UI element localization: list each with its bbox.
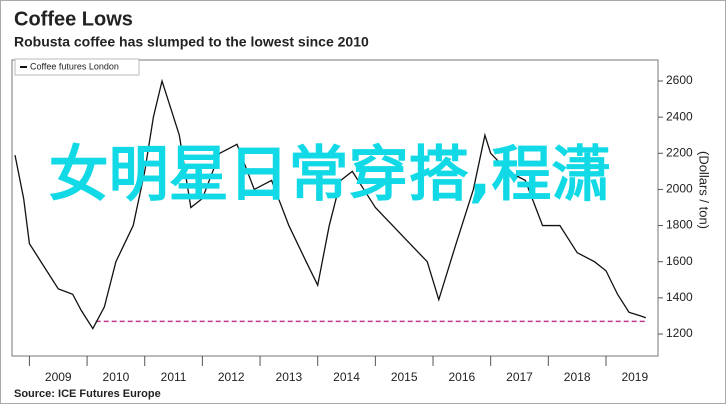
y-tick-label: 2200 bbox=[666, 145, 693, 159]
plot-frame bbox=[11, 59, 659, 357]
y-axis-label: (Dollars / ton) bbox=[697, 151, 712, 229]
source: Source: ICE Futures Europe bbox=[14, 388, 161, 400]
y-tick-label: 2600 bbox=[666, 73, 693, 87]
watermark: 女明星日常穿搭,程潇 bbox=[48, 140, 612, 210]
x-tick-label: 2015 bbox=[391, 370, 418, 384]
legend-label: Coffee futures London bbox=[30, 61, 119, 71]
y-tick-label: 2000 bbox=[666, 182, 693, 196]
chart-title: Coffee Lows bbox=[14, 8, 133, 30]
legend bbox=[14, 58, 140, 76]
x-tick-label: 2018 bbox=[564, 370, 591, 384]
x-tick-label: 2011 bbox=[161, 370, 187, 384]
y-tick-label: 1800 bbox=[666, 218, 693, 232]
x-tick-label: 2016 bbox=[448, 370, 475, 384]
y-tick-label: 2400 bbox=[666, 109, 693, 123]
x-tick-label: 2013 bbox=[276, 370, 303, 384]
x-tick-label: 2012 bbox=[218, 370, 245, 384]
y-tick-label: 1400 bbox=[666, 290, 693, 304]
x-tick-label: 2014 bbox=[333, 370, 360, 384]
x-tick-label: 2009 bbox=[45, 370, 72, 384]
chart-subtitle: Robusta coffee has slumped to the lowest… bbox=[14, 34, 369, 50]
line-series bbox=[14, 78, 646, 330]
y-tick-label: 1200 bbox=[666, 326, 693, 340]
x-tick-label: 2017 bbox=[506, 370, 533, 384]
x-tick-label: 2010 bbox=[103, 370, 130, 384]
y-tick-label: 1600 bbox=[666, 254, 693, 268]
x-tick-label: 2019 bbox=[621, 370, 648, 384]
